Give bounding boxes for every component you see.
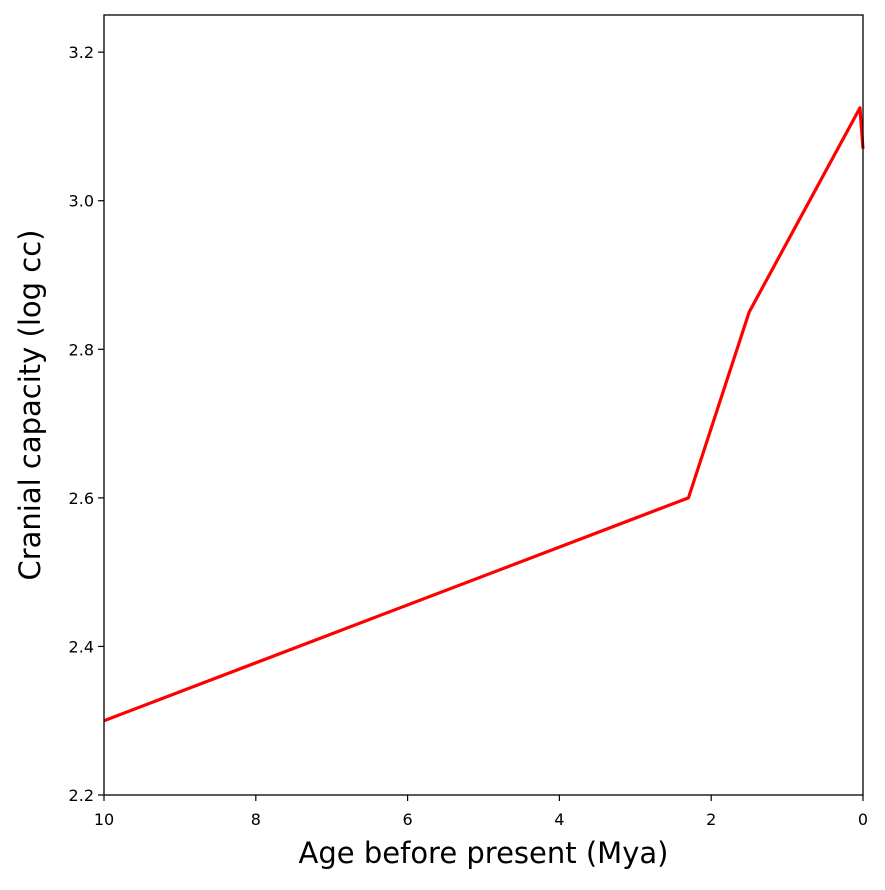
y-tick-label: 3.0 (69, 192, 94, 211)
x-axis-ticks: 10 8 6 4 2 0 (94, 795, 868, 829)
x-axis-title: Age before present (Mya) (299, 836, 669, 870)
y-tick-label: 3.2 (69, 43, 94, 62)
series-line-0 (103, 106, 865, 723)
x-tick-label: 8 (251, 810, 261, 829)
x-tick-label: 6 (403, 810, 413, 829)
y-tick-label: 2.2 (69, 786, 94, 805)
x-tick-label: 2 (706, 810, 716, 829)
plot-frame (103, 14, 864, 796)
series-layer (103, 106, 865, 723)
x-tick-label: 0 (858, 810, 868, 829)
y-axis-ticks: 2.2 2.4 2.6 2.8 3.0 3.2 (69, 43, 104, 805)
y-tick-label: 2.4 (69, 637, 94, 656)
y-axis-title: Cranial capacity (log cc) (13, 229, 47, 580)
y-tick-label: 2.8 (69, 340, 94, 359)
y-tick-label: 2.6 (69, 489, 94, 508)
x-tick-label: 10 (94, 810, 114, 829)
x-tick-label: 4 (554, 810, 564, 829)
